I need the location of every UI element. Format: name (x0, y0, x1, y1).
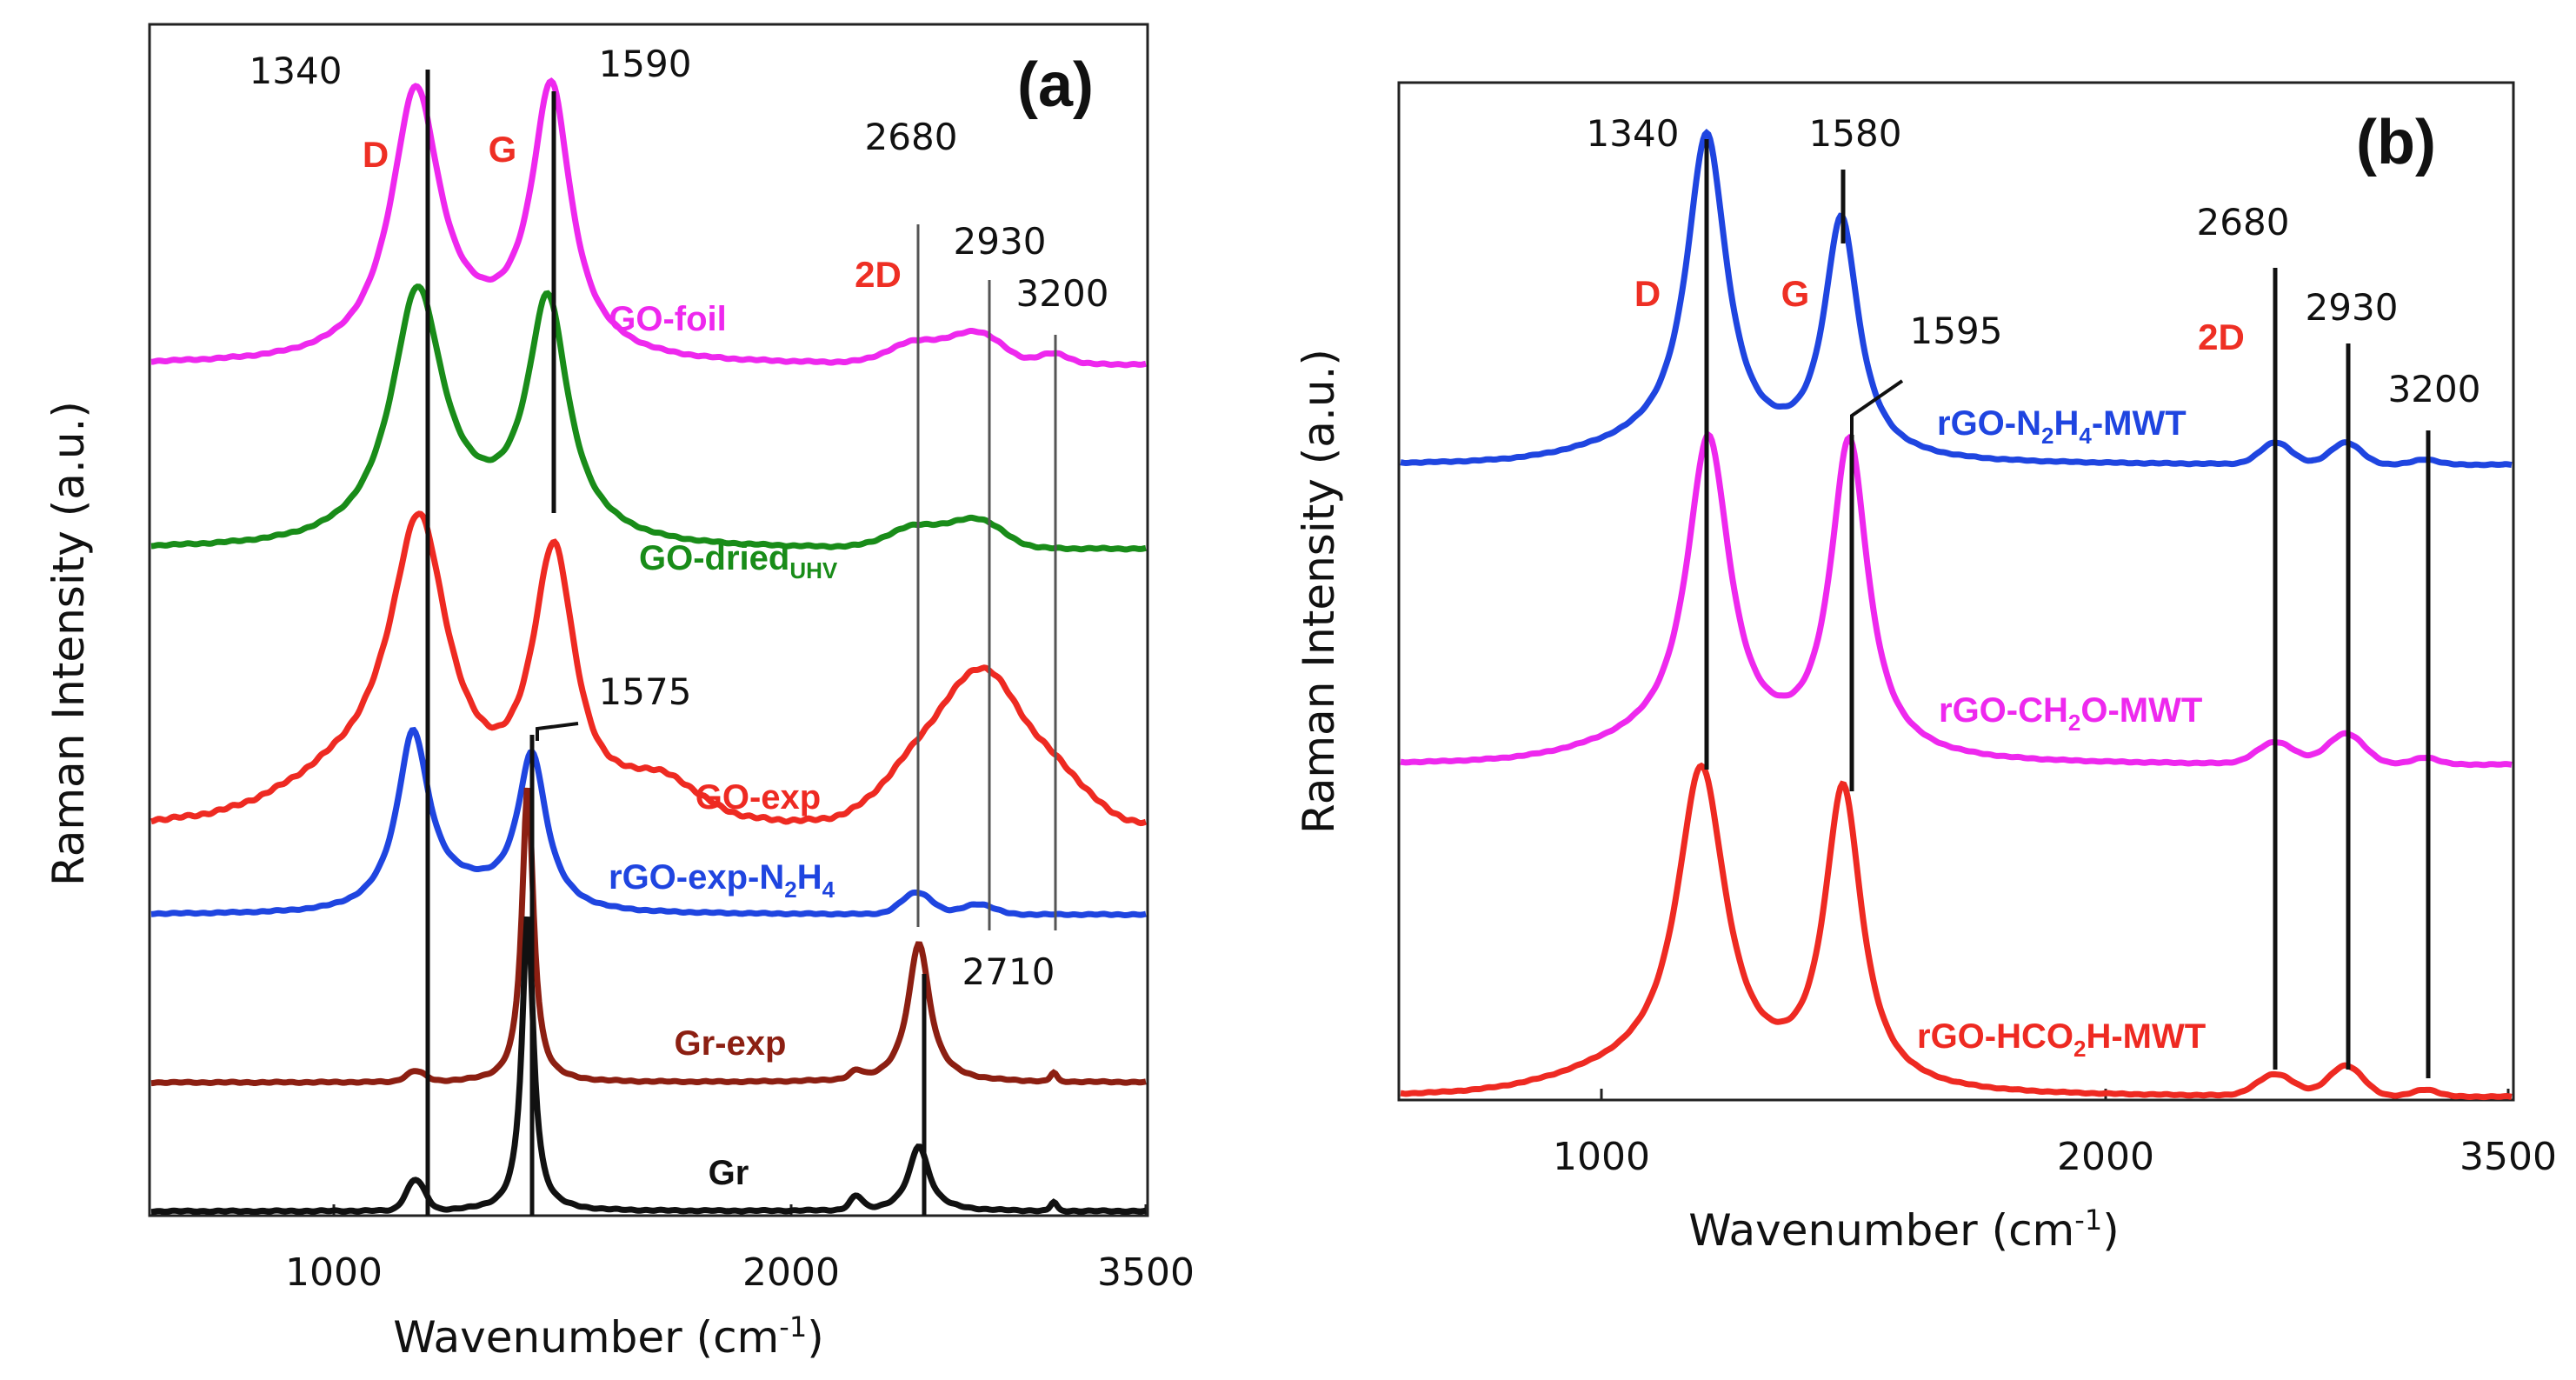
x-tick-label-b-3500: 3500 (2460, 1135, 2557, 1179)
series-label-rgo-n2h4-mwt: rGO-N2H4-MWT (1937, 404, 2187, 449)
spectrum-go-foil (150, 77, 1147, 369)
series-label-go-dried: GO-driedUHV (639, 539, 838, 583)
band-label-b-d: D (1634, 273, 1661, 314)
series-label-go-foil: GO-foil (609, 300, 727, 338)
x-tick-label-a-2000: 2000 (742, 1250, 840, 1295)
panel-label-b: (b) (2356, 108, 2436, 177)
peak-label-b-2680: 2680 (2197, 201, 2290, 243)
spectrum-rgo-hco2h-mwt (1400, 762, 2513, 1101)
marker-bracket-b-1595 (1850, 379, 1904, 435)
band-label-b-g: G (1781, 273, 1810, 314)
spectrum-rgo-exp-n2h4 (150, 726, 1147, 919)
band-label-a-g: G (489, 129, 517, 170)
peak-label-b-1340: 1340 (1587, 112, 1680, 155)
peak-label-b-2930: 2930 (2306, 286, 2399, 329)
series-label-gr-exp: Gr-exp (675, 1024, 787, 1063)
spectrum-gr-exp (150, 787, 1147, 1087)
peak-label-a-1575: 1575 (599, 670, 692, 713)
spectrum-gr (150, 916, 1147, 1216)
series-label-gr: Gr (709, 1154, 749, 1192)
peak-label-b-3200: 3200 (2388, 368, 2481, 410)
band-label-a-2d: 2D (855, 254, 902, 295)
spectrum-rgo-ch2o-mwt (1400, 430, 2513, 769)
spectrum-go-exp (150, 510, 1148, 827)
x-tick-label-b-2000: 2000 (2057, 1135, 2154, 1179)
x-tick-label-a-3500: 3500 (1097, 1250, 1195, 1295)
x-tick-label-a-1000: 1000 (285, 1250, 383, 1295)
x-tick-label-b-1000: 1000 (1553, 1135, 1650, 1179)
plot-frame-a (148, 23, 1149, 1217)
peak-label-a-3200: 3200 (1016, 272, 1109, 315)
peak-label-a-2710: 2710 (962, 950, 1055, 993)
peak-label-b-1595: 1595 (1910, 310, 2003, 352)
peak-label-a-1590: 1590 (599, 43, 692, 85)
series-label-rgo-hco2h-mwt: rGO-HCO2H-MWT (1917, 1017, 2206, 1062)
band-label-b-2d: 2D (2198, 317, 2245, 357)
spectrum-go-dried-uhv (150, 283, 1147, 553)
marker-bracket-a-1575 (536, 722, 579, 741)
peak-label-b-1580: 1580 (1809, 112, 1902, 155)
panel-label-a: (a) (1017, 50, 1094, 120)
panel-a: 1000 2000 3500 Wavenumber (cm-1) Raman I… (43, 23, 1195, 1363)
spectrum-rgo-n2h4-mwt (1400, 129, 2513, 469)
band-label-a-d: D (363, 134, 389, 175)
series-label-rgo-exp-n2h4: rGO-exp-N2H4 (609, 858, 835, 903)
peak-label-a-2930: 2930 (954, 220, 1047, 263)
peak-label-a-1340: 1340 (250, 50, 343, 92)
y-axis-title-b: Raman Intensity (a.u.) (1294, 349, 1344, 834)
panel-b: 1000 2000 3500 Wavenumber (cm-1) Raman I… (1294, 81, 2557, 1256)
x-axis-title-b: Wavenumber (cm-1) (1688, 1203, 2119, 1256)
series-label-go-exp: GO-exp (696, 778, 821, 817)
plot-frame-b (1397, 81, 2515, 1102)
x-axis-title-a: Wavenumber (cm-1) (393, 1310, 823, 1363)
series-label-rgo-ch2o-mwt: rGO-CH2O-MWT (1939, 691, 2202, 736)
peak-label-a-2680: 2680 (865, 116, 958, 158)
y-axis-title-a: Raman Intensity (a.u.) (43, 401, 94, 886)
